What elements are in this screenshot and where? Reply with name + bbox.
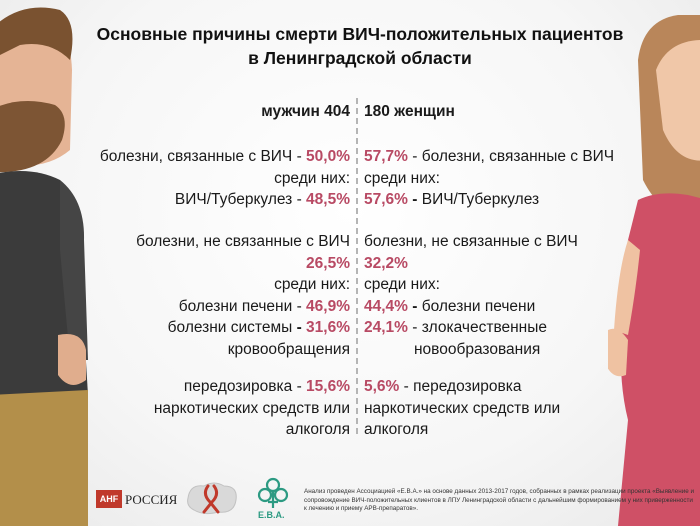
men-overdose-label: передозировка - — [183, 378, 307, 395]
women-tb-dash: - — [407, 191, 422, 208]
men-block-overdose: передозировка - 15,6% наркотических сред… — [60, 376, 350, 441]
men-circ-label: болезни системы — [167, 319, 297, 336]
women-among-label: среди них: — [364, 169, 440, 187]
men-tb-line: ВИЧ/Туберкулез - 48,5% — [60, 189, 350, 211]
women-block-overdose: 5,6% - передозировка наркотических средс… — [364, 376, 634, 441]
ahf-russia-text: РОССИЯ — [125, 492, 178, 507]
man-illustration — [0, 7, 88, 526]
men-header: мужчин 404 — [261, 103, 350, 120]
men-tb-pct: 48,5% — [306, 191, 350, 208]
men-block-nonhiv: болезни, не связанные с ВИЧ 26,5% среди … — [60, 231, 350, 360]
eva-logo — [257, 477, 289, 508]
women-nonhiv-label: болезни, не связанные с ВИЧ — [364, 233, 578, 250]
women-tb-line: 57,6% - ВИЧ/Туберкулез — [364, 189, 634, 211]
men-liver-line: болезни печени - 46,9% — [60, 296, 350, 318]
men-nonhiv-pct: 26,5% — [306, 254, 350, 272]
eva-logo-text: Е.В.А. — [258, 510, 285, 520]
men-overdose-label-2: наркотических средств или — [153, 399, 350, 417]
women-column: 180 женщин — [364, 101, 634, 123]
page-title: Основные причины смерти ВИЧ-положительны… — [90, 22, 630, 70]
women-hiv-line: 57,7% - болезни, связанные с ВИЧ — [364, 146, 634, 168]
column-divider — [356, 98, 358, 434]
women-cancer-label: - злокачественные — [407, 319, 548, 336]
men-among-label-2: среди них: — [274, 276, 350, 293]
men-liver-label: болезни печени - — [178, 297, 307, 315]
women-cancer-pct: 24,1% — [364, 319, 408, 336]
women-block-hiv: 57,7% - болезни, связанные с ВИЧ среди н… — [364, 146, 634, 211]
men-circ-line: болезни системы - 31,6% — [60, 317, 350, 339]
women-overdose-pct: 5,6% — [364, 378, 400, 395]
men-tb-label: ВИЧ/Туберкулез - — [174, 191, 307, 208]
men-circ-pct: 31,6% — [306, 319, 350, 336]
ahf-logo: AHF — [96, 490, 122, 508]
ribbon-map-logo — [187, 482, 237, 515]
women-overdose-line: 5,6% - передозировка — [364, 376, 634, 398]
women-nonhiv-pct: 32,2% — [364, 254, 408, 272]
women-cancer-label-2: новообразования — [414, 340, 541, 358]
women-liver-line: 44,4% - болезни печени — [364, 296, 634, 318]
women-liver-pct: 44,4% — [364, 297, 408, 315]
women-among-label-2: среди них: — [364, 276, 440, 293]
men-overdose-pct: 15,6% — [306, 378, 350, 395]
men-column: мужчин 404 — [60, 101, 350, 123]
men-hiv-pct: 50,0% — [306, 148, 350, 165]
women-liver-label: болезни печени — [421, 297, 536, 315]
men-overdose-label-3: алкоголя — [285, 421, 350, 438]
men-circ-dash: - — [296, 319, 307, 336]
title-line-1: Основные причины смерти ВИЧ-положительны… — [96, 24, 624, 44]
women-overdose-label-3: алкоголя — [364, 421, 429, 438]
women-header: 180 женщин — [364, 103, 455, 120]
men-among-label: среди них: — [274, 169, 350, 187]
men-overdose-line: передозировка - 15,6% — [60, 376, 350, 398]
men-hiv-label: болезни, связанные с ВИЧ - — [99, 148, 307, 165]
woman-illustration — [608, 15, 700, 526]
women-tb-label: ВИЧ/Туберкулез — [421, 191, 540, 208]
women-tb-pct: 57,6% — [364, 191, 408, 208]
men-block-hiv: болезни, связанные с ВИЧ - 50,0% среди н… — [60, 146, 350, 211]
women-overdose-label-2: наркотических средств или — [364, 399, 561, 417]
women-liver-dash: - — [407, 297, 422, 315]
title-line-2: в Ленинградской области — [248, 48, 472, 68]
women-hiv-label: - болезни, связанные с ВИЧ — [407, 148, 615, 165]
men-liver-pct: 46,9% — [306, 297, 350, 315]
men-nonhiv-label: болезни, не связанные с ВИЧ — [136, 233, 350, 250]
men-hiv-line: болезни, связанные с ВИЧ - 50,0% — [60, 146, 350, 168]
women-cancer-line: 24,1% - злокачественные — [364, 317, 634, 339]
men-circ-label-2: кровообращения — [227, 340, 350, 358]
women-hiv-pct: 57,7% — [364, 148, 408, 165]
women-overdose-label: - передозировка — [399, 378, 522, 395]
source-footnote: Анализ проведен Ассоциацией «Е.В.А.» на … — [304, 488, 694, 513]
women-block-nonhiv: болезни, не связанные с ВИЧ 32,2% среди … — [364, 231, 634, 360]
